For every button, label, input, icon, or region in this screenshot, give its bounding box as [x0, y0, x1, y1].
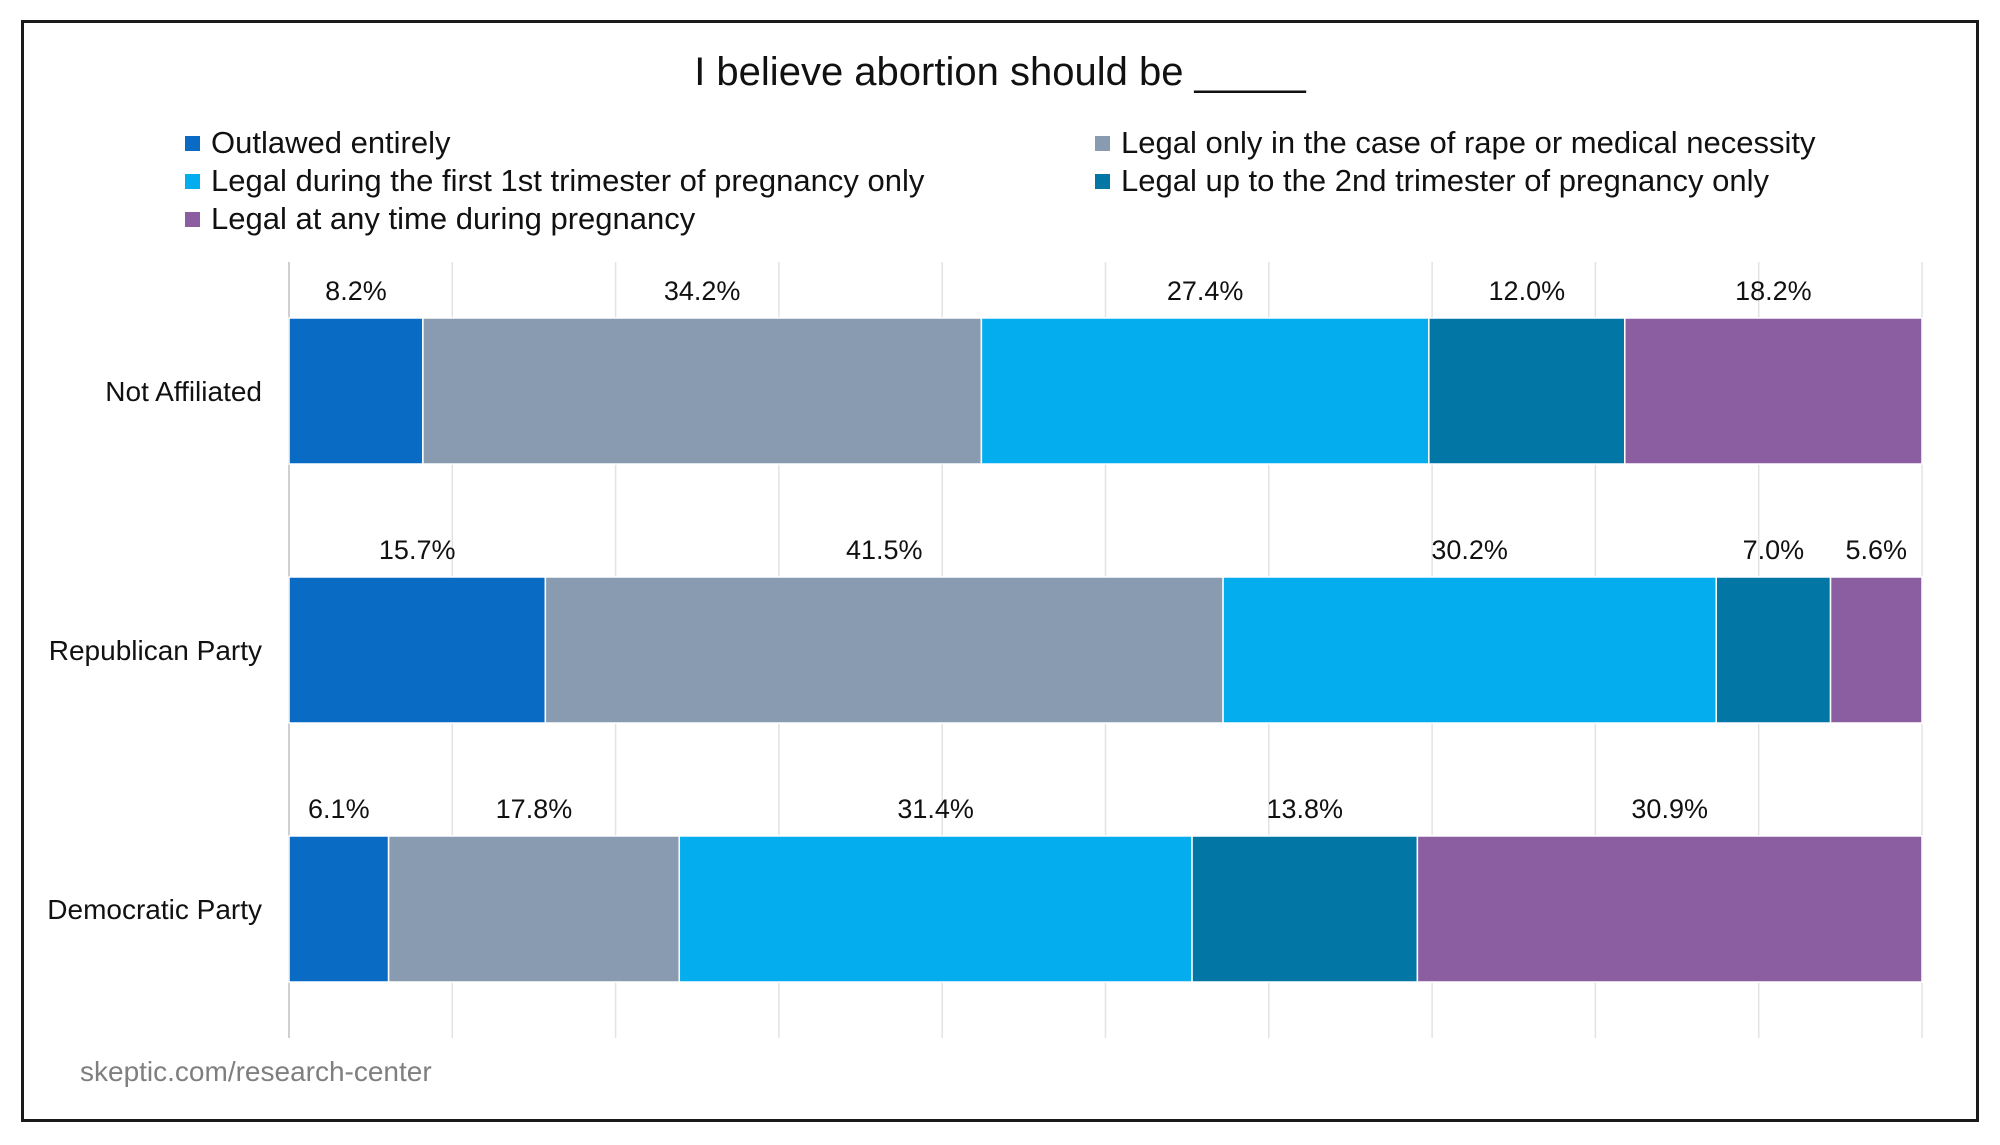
data-label-not-affiliated: 34.2% [664, 276, 741, 306]
legend-item-rape-medical: Legal only in the case of rape or medica… [1095, 125, 1815, 161]
data-label-republican-party: 15.7% [379, 535, 456, 565]
legend-label-second-trimester: Legal up to the 2nd trimester of pregnan… [1121, 163, 1769, 198]
bar-segment-democratic-party-outlawed-entirely [288, 835, 390, 983]
legend-item-second-trimester: Legal up to the 2nd trimester of pregnan… [1095, 163, 1769, 199]
data-label-democratic-party: 6.1% [308, 794, 370, 824]
data-label-democratic-party: 13.8% [1266, 794, 1343, 824]
legend-label-any-time: Legal at any time during pregnancy [211, 201, 696, 236]
category-label-democratic-party: Democratic Party [47, 894, 262, 925]
legend-swatch-any-time [185, 211, 200, 227]
legend-swatch-rape-medical [1095, 135, 1110, 151]
legend-swatch-second-trimester [1095, 173, 1110, 189]
legend-label-first-trimester: Legal during the first 1st trimester of … [211, 163, 925, 198]
bar-segment-republican-party-legal-during-the-first-1 [1222, 576, 1717, 724]
legend-item-outlawed: Outlawed entirely [185, 125, 451, 161]
data-label-not-affiliated: 18.2% [1735, 276, 1812, 306]
data-label-republican-party: 30.2% [1431, 535, 1508, 565]
data-label-not-affiliated: 27.4% [1167, 276, 1244, 306]
bar-segment-republican-party-legal-only-in-the-case-o [544, 576, 1224, 724]
bar-segment-republican-party-legal-at-any-time-during [1829, 576, 1923, 724]
legend-swatch-first-trimester [185, 173, 200, 189]
bar-segment-not-affiliated-legal-only-in-the-case-o [422, 317, 983, 465]
bar-segment-not-affiliated-outlawed-entirely [288, 317, 424, 465]
bar-segment-not-affiliated-legal-at-any-time-during [1624, 317, 1923, 465]
category-label-not-affiliated: Not Affiliated [105, 376, 262, 407]
chart-title: I believe abortion should be _____ [694, 50, 1306, 94]
legend-label-outlawed: Outlawed entirely [211, 125, 451, 160]
data-label-republican-party: 5.6% [1846, 535, 1908, 565]
bar-segment-democratic-party-legal-up-to-the-2nd-trim [1191, 835, 1419, 983]
data-label-not-affiliated: 8.2% [325, 276, 387, 306]
bar-segment-republican-party-legal-up-to-the-2nd-trim [1715, 576, 1832, 724]
legend-swatch-outlawed [185, 135, 200, 151]
legend-item-first-trimester: Legal during the first 1st trimester of … [185, 163, 924, 199]
data-label-republican-party: 7.0% [1743, 535, 1805, 565]
legend-label-rape-medical: Legal only in the case of rape or medica… [1121, 125, 1816, 160]
chart-frame [21, 20, 1979, 1122]
bar-segment-democratic-party-legal-at-any-time-during [1416, 835, 1923, 983]
bar-segment-not-affiliated-legal-up-to-the-2nd-trim [1428, 317, 1626, 465]
data-label-republican-party: 41.5% [846, 535, 923, 565]
data-label-democratic-party: 31.4% [897, 794, 974, 824]
source-credit: skeptic.com/research-center [80, 1056, 432, 1087]
bar-segment-democratic-party-legal-during-the-first-1 [678, 835, 1193, 983]
legend-item-any-time: Legal at any time during pregnancy [185, 201, 695, 237]
bar-segment-not-affiliated-legal-during-the-first-1 [980, 317, 1430, 465]
data-label-democratic-party: 30.9% [1631, 794, 1708, 824]
bar-segment-democratic-party-legal-only-in-the-case-o [387, 835, 681, 983]
bar-segment-republican-party-outlawed-entirely [288, 576, 547, 724]
category-label-republican-party: Republican Party [49, 635, 262, 666]
data-label-not-affiliated: 12.0% [1489, 276, 1566, 306]
data-label-democratic-party: 17.8% [496, 794, 573, 824]
